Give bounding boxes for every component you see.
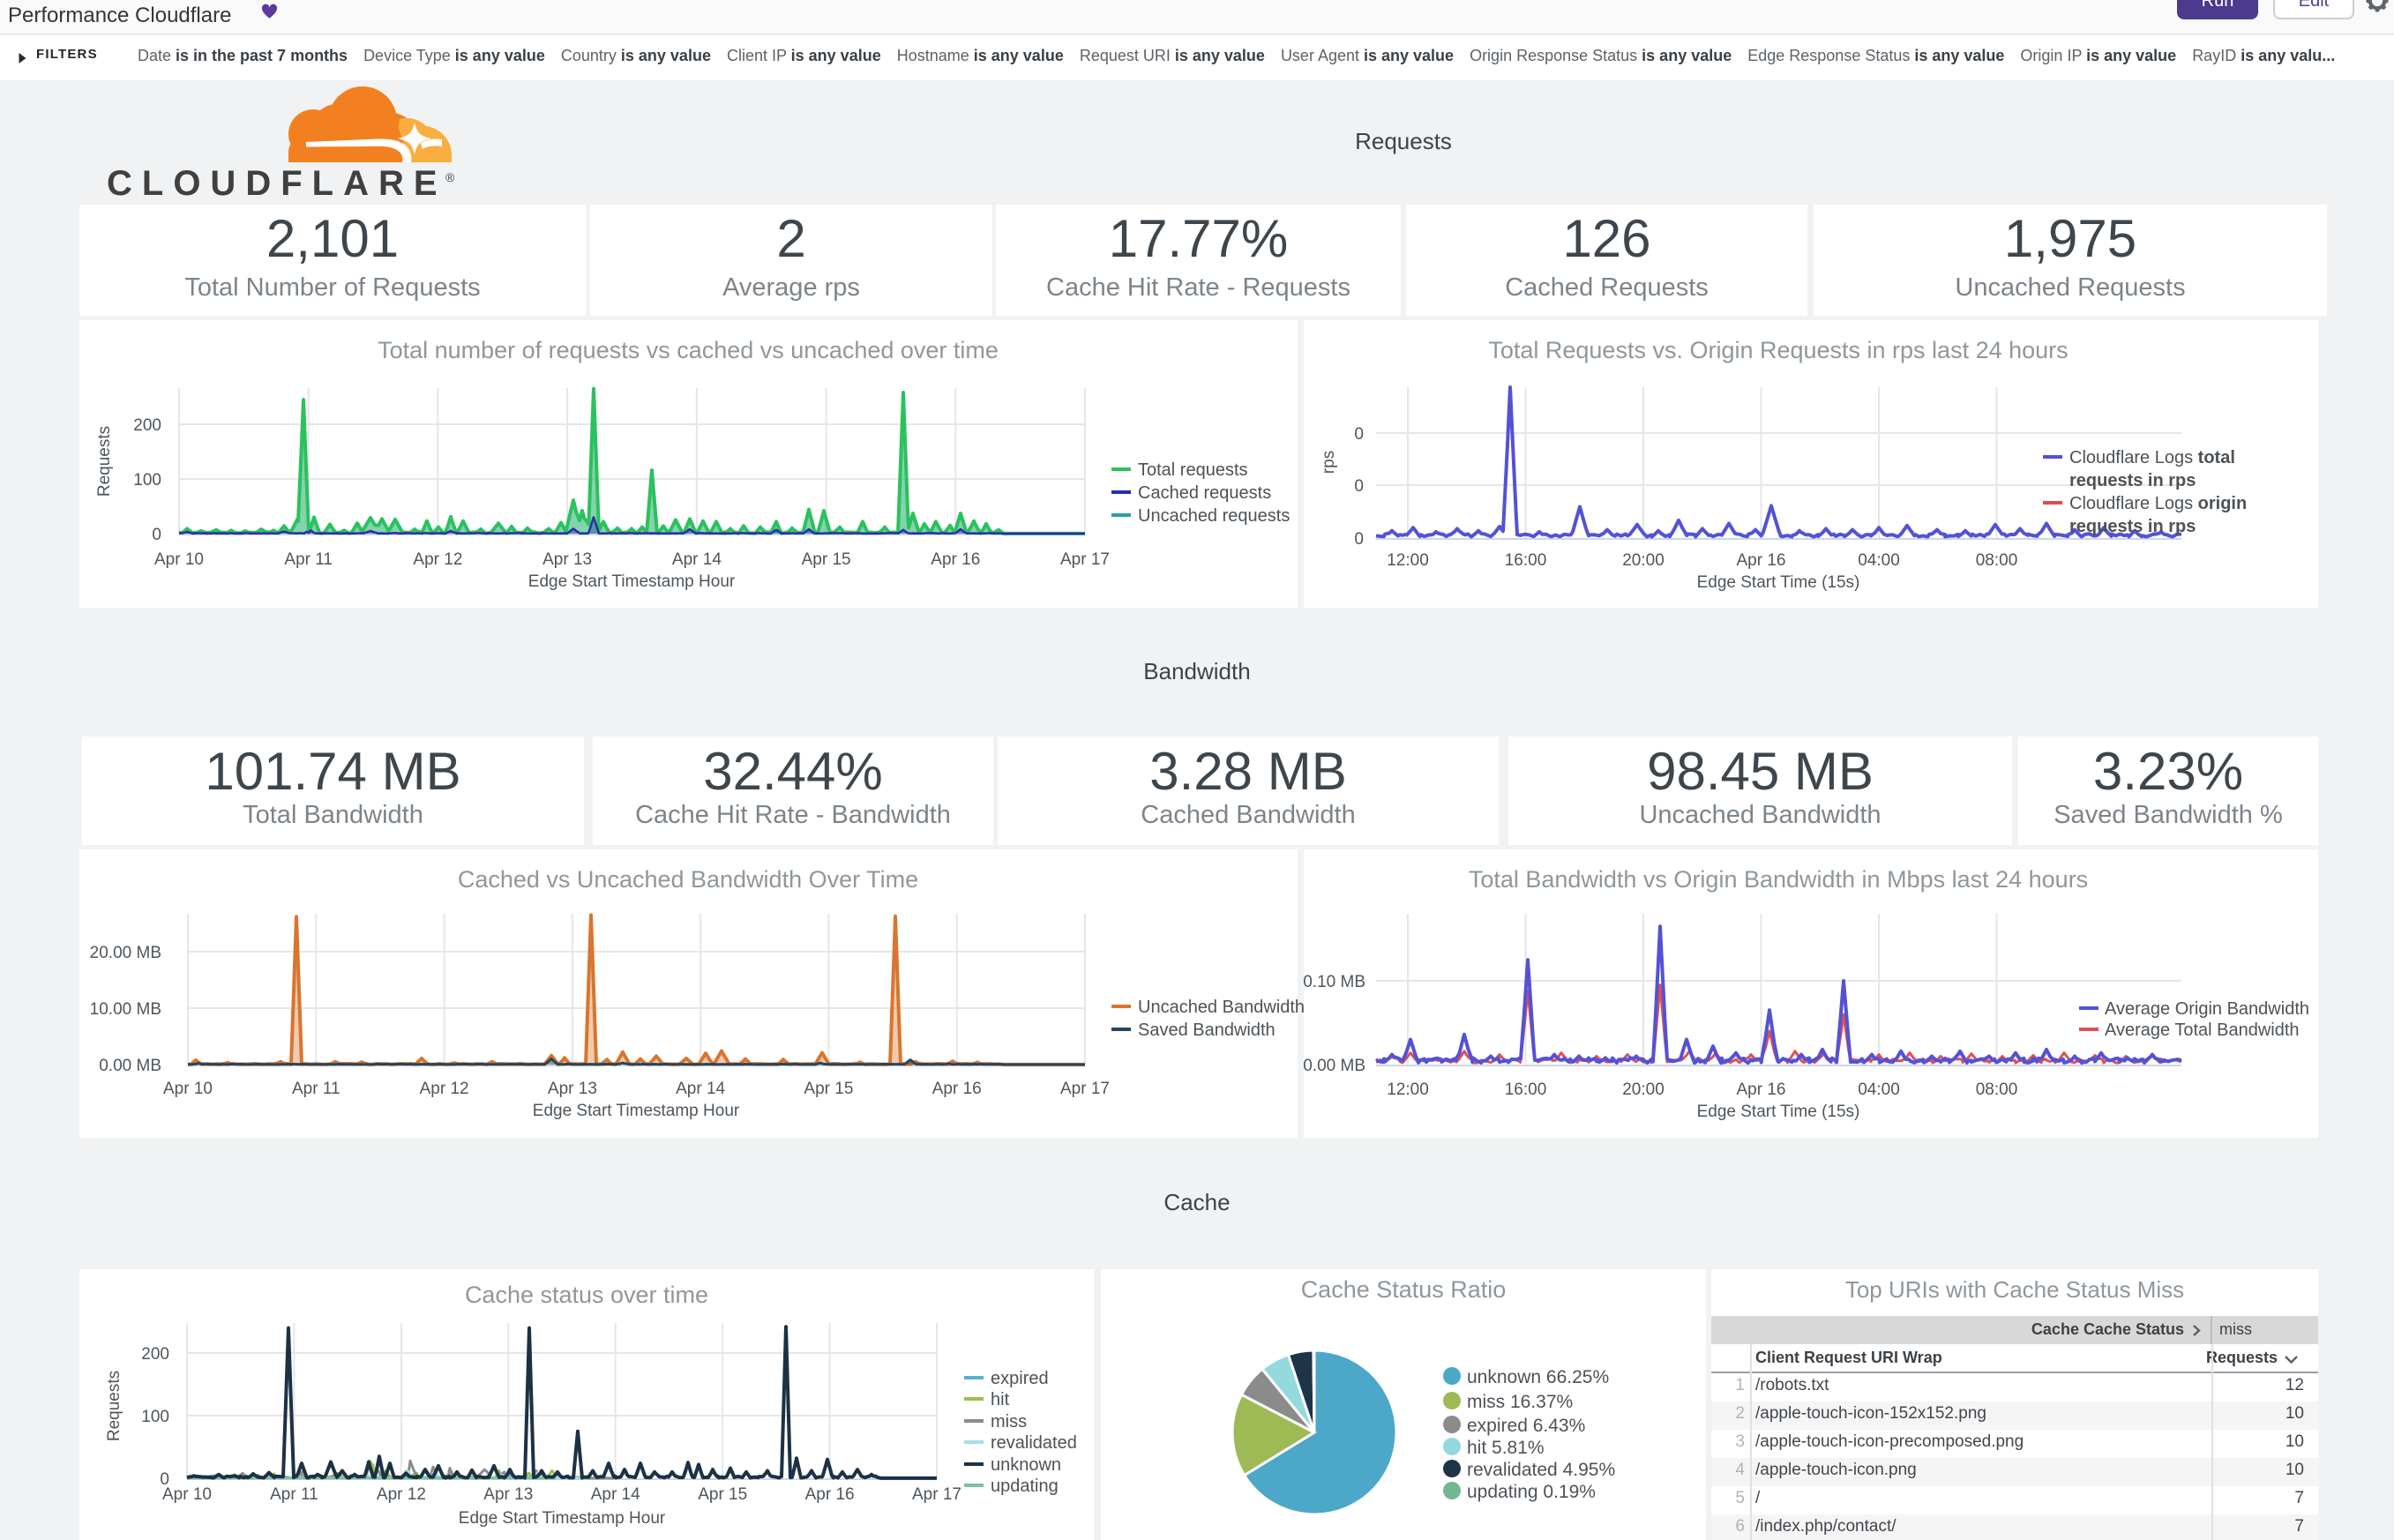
svg-text:08:00: 08:00 bbox=[1976, 551, 2018, 570]
svg-text:200: 200 bbox=[141, 1345, 169, 1364]
svg-text:04:00: 04:00 bbox=[1858, 1080, 1900, 1099]
svg-text:Apr 17: Apr 17 bbox=[1060, 550, 1110, 569]
svg-text:miss: miss bbox=[991, 1412, 1027, 1432]
svg-text:Total Bandwidth vs Origin Band: Total Bandwidth vs Origin Bandwidth in M… bbox=[1469, 866, 2088, 893]
svg-text:0: 0 bbox=[1354, 425, 1364, 444]
svg-text:Apr 14: Apr 14 bbox=[591, 1485, 640, 1504]
svg-text:Apr 11: Apr 11 bbox=[292, 1080, 340, 1098]
svg-text:Apr 16: Apr 16 bbox=[932, 1080, 982, 1098]
svg-text:expired 6.43%: expired 6.43% bbox=[1467, 1416, 1585, 1436]
svg-text:Apr 16: Apr 16 bbox=[931, 550, 980, 569]
svg-text:Cloudflare Logs origin: Cloudflare Logs origin bbox=[2069, 494, 2247, 513]
svg-text:Edge Start Time (15s): Edge Start Time (15s) bbox=[1697, 573, 1860, 592]
svg-text:12:00: 12:00 bbox=[1387, 1080, 1429, 1099]
svg-text:Cache status over time: Cache status over time bbox=[465, 1282, 708, 1308]
svg-text:hit: hit bbox=[991, 1390, 1010, 1409]
svg-text:Edge Start Timestamp Hour: Edge Start Timestamp Hour bbox=[459, 1509, 666, 1528]
svg-text:Apr 13: Apr 13 bbox=[542, 550, 592, 569]
svg-text:200: 200 bbox=[133, 416, 161, 435]
svg-text:20.00 MB: 20.00 MB bbox=[90, 944, 161, 962]
svg-text:20:00: 20:00 bbox=[1622, 551, 1665, 570]
svg-text:Cache Status Ratio: Cache Status Ratio bbox=[1301, 1276, 1507, 1303]
svg-text:16:00: 16:00 bbox=[1505, 551, 1547, 570]
svg-text:Total number of requests vs ca: Total number of requests vs cached vs un… bbox=[378, 337, 999, 363]
svg-text:0.10 MB: 0.10 MB bbox=[1303, 973, 1365, 991]
svg-text:Apr 12: Apr 12 bbox=[420, 1080, 469, 1098]
svg-text:Apr 17: Apr 17 bbox=[1060, 1080, 1110, 1098]
svg-text:Apr 12: Apr 12 bbox=[377, 1485, 426, 1504]
svg-text:hit 5.81%: hit 5.81% bbox=[1467, 1438, 1545, 1458]
svg-text:revalidated: revalidated bbox=[991, 1433, 1077, 1453]
svg-text:100: 100 bbox=[141, 1408, 169, 1426]
svg-text:Edge Start Time (15s): Edge Start Time (15s) bbox=[1697, 1103, 1860, 1121]
svg-text:04:00: 04:00 bbox=[1858, 551, 1900, 570]
svg-text:Apr 17: Apr 17 bbox=[912, 1485, 961, 1504]
svg-text:Uncached Bandwidth: Uncached Bandwidth bbox=[1138, 998, 1305, 1017]
svg-text:0: 0 bbox=[1354, 530, 1364, 549]
svg-text:100: 100 bbox=[133, 471, 161, 490]
svg-text:12:00: 12:00 bbox=[1387, 551, 1429, 570]
svg-text:0: 0 bbox=[152, 526, 161, 544]
svg-text:08:00: 08:00 bbox=[1976, 1080, 2018, 1099]
svg-text:updating 0.19%: updating 0.19% bbox=[1467, 1482, 1596, 1502]
svg-text:®: ® bbox=[445, 170, 455, 184]
svg-text:requests in rps: requests in rps bbox=[2069, 471, 2196, 490]
svg-text:Apr 11: Apr 11 bbox=[270, 1485, 318, 1504]
svg-text:Total requests: Total requests bbox=[1138, 460, 1248, 480]
svg-text:Apr 14: Apr 14 bbox=[676, 1080, 725, 1098]
svg-text:Cloudflare Logs total: Cloudflare Logs total bbox=[2069, 448, 2235, 467]
svg-text:0: 0 bbox=[1354, 477, 1364, 496]
svg-text:Apr 11: Apr 11 bbox=[284, 550, 333, 569]
svg-text:revalidated 4.95%: revalidated 4.95% bbox=[1467, 1460, 1615, 1480]
svg-text:Apr 10: Apr 10 bbox=[163, 1080, 213, 1098]
svg-text:Apr 16: Apr 16 bbox=[805, 1485, 855, 1504]
svg-text:Apr 16: Apr 16 bbox=[1737, 551, 1786, 570]
svg-text:expired: expired bbox=[991, 1369, 1049, 1388]
svg-text:Average Origin Bandwidth: Average Origin Bandwidth bbox=[2105, 999, 2309, 1019]
svg-text:miss 16.37%: miss 16.37% bbox=[1467, 1392, 1573, 1412]
svg-text:Requests: Requests bbox=[105, 1371, 123, 1441]
svg-text:Average Total Bandwidth: Average Total Bandwidth bbox=[2105, 1020, 2300, 1040]
svg-text:Edge Start Timestamp Hour: Edge Start Timestamp Hour bbox=[528, 572, 736, 591]
svg-text:Cached requests: Cached requests bbox=[1138, 483, 1271, 503]
svg-text:unknown: unknown bbox=[991, 1455, 1061, 1475]
svg-text:Apr 10: Apr 10 bbox=[154, 550, 204, 569]
svg-text:Total Requests vs. Origin Requ: Total Requests vs. Origin Requests in rp… bbox=[1488, 337, 2068, 363]
svg-text:0.00 MB: 0.00 MB bbox=[99, 1057, 161, 1075]
svg-text:rps: rps bbox=[1320, 451, 1338, 474]
svg-text:unknown 66.25%: unknown 66.25% bbox=[1467, 1367, 1609, 1387]
svg-text:Apr 15: Apr 15 bbox=[802, 550, 851, 569]
svg-text:Requests: Requests bbox=[95, 426, 114, 497]
svg-text:16:00: 16:00 bbox=[1505, 1080, 1547, 1099]
svg-text:Apr 10: Apr 10 bbox=[162, 1485, 212, 1504]
svg-text:Apr 12: Apr 12 bbox=[413, 550, 462, 569]
svg-text:CLOUDFLARE: CLOUDFLARE bbox=[107, 164, 447, 203]
svg-text:updating: updating bbox=[991, 1476, 1059, 1496]
svg-text:0.00 MB: 0.00 MB bbox=[1303, 1057, 1365, 1075]
svg-text:Apr 15: Apr 15 bbox=[804, 1080, 853, 1098]
svg-text:Apr 13: Apr 13 bbox=[483, 1485, 533, 1504]
svg-text:0: 0 bbox=[160, 1470, 169, 1489]
svg-text:20:00: 20:00 bbox=[1622, 1080, 1665, 1099]
svg-text:requests in rps: requests in rps bbox=[2069, 517, 2196, 536]
svg-text:Saved Bandwidth: Saved Bandwidth bbox=[1138, 1020, 1276, 1040]
svg-text:Edge Start Timestamp Hour: Edge Start Timestamp Hour bbox=[533, 1102, 740, 1120]
svg-text:Apr 15: Apr 15 bbox=[698, 1485, 747, 1504]
svg-text:Uncached requests: Uncached requests bbox=[1138, 506, 1290, 526]
svg-text:Cached vs Uncached Bandwidth O: Cached vs Uncached Bandwidth Over Time bbox=[458, 866, 918, 893]
svg-text:Apr 14: Apr 14 bbox=[672, 550, 722, 569]
svg-text:Apr 16: Apr 16 bbox=[1737, 1080, 1786, 1099]
svg-text:Apr 13: Apr 13 bbox=[548, 1080, 597, 1098]
svg-text:10.00 MB: 10.00 MB bbox=[90, 1000, 161, 1019]
